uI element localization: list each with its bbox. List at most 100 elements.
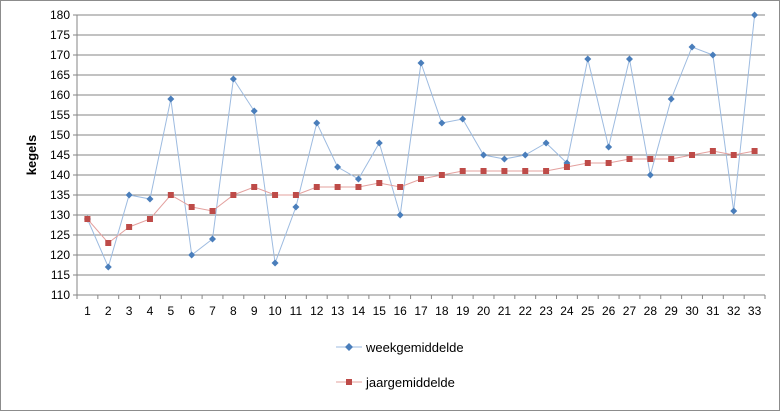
data-point <box>209 208 216 214</box>
y-tick-label-170: 170 <box>50 48 70 62</box>
x-tick-label-6: 6 <box>188 304 195 318</box>
x-tick-label-15: 15 <box>373 304 387 318</box>
x-tick-label-31: 31 <box>706 304 720 318</box>
data-point <box>584 160 591 166</box>
data-point <box>689 152 696 158</box>
x-tick-label-2: 2 <box>105 304 112 318</box>
data-point <box>104 263 112 271</box>
x-tick-label-14: 14 <box>352 304 366 318</box>
data-point <box>125 191 133 199</box>
x-tick-label-7: 7 <box>209 304 216 318</box>
data-point <box>375 139 383 147</box>
data-point <box>521 151 529 159</box>
x-tick-label-23: 23 <box>539 304 553 318</box>
x-tick-label-26: 26 <box>602 304 616 318</box>
x-tick-label-3: 3 <box>126 304 133 318</box>
data-point <box>667 95 675 103</box>
legend-entry-weekgemiddelde: weekgemiddelde <box>336 340 464 355</box>
data-point <box>480 151 488 159</box>
data-point <box>522 168 529 174</box>
data-point <box>751 11 759 19</box>
data-point <box>626 156 633 162</box>
x-tick-label-33: 33 <box>748 304 762 318</box>
y-tick-label-110: 110 <box>51 288 70 302</box>
data-point <box>84 216 91 222</box>
x-tick-label-4: 4 <box>147 304 154 318</box>
legend-label-weekgemiddelde: weekgemiddelde <box>365 340 464 355</box>
data-point <box>167 95 175 103</box>
data-point <box>354 175 362 183</box>
x-tick-label-27: 27 <box>623 304 637 318</box>
data-point <box>271 259 279 267</box>
y-tick-label-145: 145 <box>50 148 70 162</box>
x-tick-label-22: 22 <box>519 304 533 318</box>
data-point <box>438 119 446 127</box>
x-tick-label-19: 19 <box>456 304 470 318</box>
x-tick-label-13: 13 <box>331 304 345 318</box>
legend-marker-weekgemiddelde <box>345 343 353 351</box>
series-layer <box>83 11 759 271</box>
legend-entry-jaargemiddelde: jaargemiddelde <box>336 375 455 390</box>
data-point <box>229 75 237 83</box>
x-tick-label-5: 5 <box>167 304 174 318</box>
y-axis-label: kegels <box>24 135 39 175</box>
data-point <box>751 148 758 154</box>
data-point <box>543 168 550 174</box>
x-tick-label-30: 30 <box>685 304 699 318</box>
data-point <box>605 143 613 151</box>
x-tick-label-29: 29 <box>665 304 679 318</box>
y-tick-label-165: 165 <box>50 68 70 82</box>
data-point <box>355 184 362 190</box>
y-tick-label-130: 130 <box>50 208 70 222</box>
data-point <box>146 195 154 203</box>
data-point <box>500 155 508 163</box>
data-point <box>146 216 153 222</box>
data-point <box>251 184 258 190</box>
y-tick-label-125: 125 <box>50 228 70 242</box>
data-point <box>126 224 133 230</box>
x-tick-label-28: 28 <box>644 304 658 318</box>
data-point <box>542 139 550 147</box>
x-tick-label-9: 9 <box>251 304 258 318</box>
data-point <box>480 168 487 174</box>
y-tick-label-180: 180 <box>50 8 70 22</box>
data-point <box>209 235 217 243</box>
y-axis-ticks: 110 115 120 125 130 135 140 145 150 155 160 165 170 1… <box>50 8 77 302</box>
y-tick-label-135: 135 <box>50 188 70 202</box>
legend-label-jaargemiddelde: jaargemiddelde <box>365 375 455 390</box>
x-tick-label-10: 10 <box>268 304 282 318</box>
data-point <box>396 211 404 219</box>
data-point <box>334 184 341 190</box>
y-tick-label-160: 160 <box>50 88 70 102</box>
data-point <box>646 171 654 179</box>
data-point <box>188 204 195 210</box>
series-weekgemiddelde <box>83 11 759 271</box>
x-tick-label-11: 11 <box>290 304 303 318</box>
data-point <box>625 55 633 63</box>
data-point <box>438 172 445 178</box>
legend: weekgemiddelde jaargemiddelde <box>336 340 464 390</box>
data-point <box>250 107 258 115</box>
x-tick-label-1: 1 <box>84 304 91 318</box>
data-point <box>167 192 174 198</box>
data-point <box>730 207 738 215</box>
data-point <box>459 168 466 174</box>
data-point <box>230 192 237 198</box>
data-point <box>105 240 112 246</box>
x-tick-label-8: 8 <box>230 304 237 318</box>
data-point <box>292 203 300 211</box>
x-tick-label-24: 24 <box>560 304 574 318</box>
x-tick-label-12: 12 <box>310 304 324 318</box>
x-axis-ticks: 1 2 3 4 5 6 7 8 9 10 11 12 13 14 15 16 17 18 19 20 21 22 23 24 2… <box>76 295 766 318</box>
series-line-weekgemiddelde <box>86 14 756 269</box>
data-point <box>709 148 716 154</box>
x-tick-label-16: 16 <box>393 304 407 318</box>
data-point <box>563 164 570 170</box>
x-tick-label-17: 17 <box>414 304 428 318</box>
data-point <box>647 156 654 162</box>
data-point <box>313 119 321 127</box>
y-tick-label-115: 115 <box>51 268 70 282</box>
y-tick-label-175: 175 <box>50 28 70 42</box>
